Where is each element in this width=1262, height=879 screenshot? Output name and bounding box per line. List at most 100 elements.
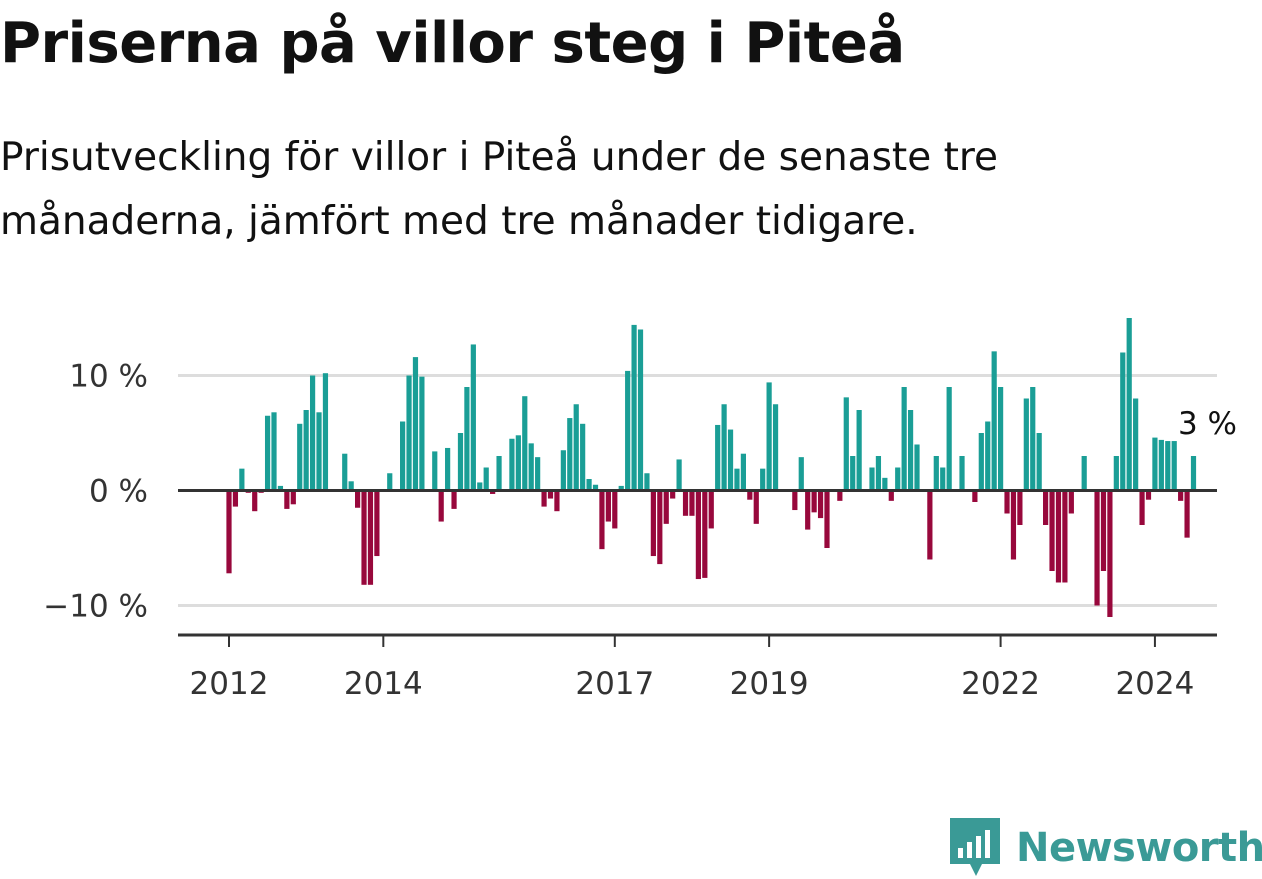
bar (374, 490, 380, 557)
x-tick-label: 2014 (344, 666, 423, 702)
bar (637, 329, 644, 491)
bar (592, 484, 599, 491)
bar (400, 421, 406, 491)
bar (734, 468, 740, 491)
bar-layer (226, 318, 1197, 617)
bar (554, 490, 560, 512)
bar (850, 456, 856, 491)
y-tick-label: 10 % (69, 359, 148, 395)
bar (805, 490, 811, 530)
bar (959, 456, 965, 491)
bar (998, 387, 1004, 491)
bar (309, 375, 316, 491)
bar (535, 457, 541, 491)
bar (226, 490, 232, 574)
bar (972, 490, 978, 502)
x-tick-label: 2022 (961, 666, 1040, 702)
bar (1113, 456, 1119, 491)
y-tick-label: 0 % (89, 474, 148, 510)
bar (284, 490, 290, 509)
x-tick-label: 2017 (575, 666, 654, 702)
bar (1036, 433, 1042, 491)
bar (1133, 398, 1139, 491)
bar (843, 397, 849, 491)
bar (1030, 387, 1036, 491)
bar (985, 421, 991, 491)
bar (322, 373, 329, 491)
bar (496, 456, 502, 491)
bar (753, 490, 759, 524)
bar (895, 467, 901, 491)
bar (580, 423, 586, 491)
bar (933, 456, 939, 491)
bar (451, 490, 457, 509)
label-layer: 10 % 0 % −10 % 2012 2014 2017 2019 2022 2024 3 % (43, 359, 1237, 703)
bar (290, 490, 296, 505)
bar (760, 468, 766, 491)
bar (811, 490, 817, 513)
bar (342, 453, 348, 491)
bar (541, 490, 547, 507)
grid-layer (178, 374, 1217, 607)
bar (1171, 441, 1177, 491)
bar (1107, 490, 1113, 617)
bar (560, 450, 566, 491)
bar (1126, 318, 1132, 491)
bar (798, 457, 804, 491)
y-tick-label: −10 % (43, 589, 148, 625)
bar (1023, 398, 1029, 491)
bar (457, 433, 464, 491)
bar (978, 433, 984, 491)
bar (297, 423, 303, 491)
bar (1100, 490, 1107, 571)
bar (612, 490, 618, 529)
bar (914, 444, 920, 491)
bar (419, 376, 425, 491)
bar (695, 490, 701, 580)
bar (817, 490, 824, 519)
bar (689, 490, 695, 516)
bar (445, 447, 451, 491)
bar (650, 490, 656, 557)
bar (605, 490, 611, 522)
bar (682, 490, 689, 516)
bar (239, 468, 245, 491)
bar (663, 490, 669, 524)
bar (1120, 352, 1126, 491)
bar (1145, 490, 1152, 500)
bar (721, 404, 727, 491)
bar (348, 481, 354, 491)
bar (792, 490, 798, 511)
bar (824, 490, 830, 548)
axis-layer (178, 489, 1217, 647)
bar (1049, 490, 1055, 571)
bar (522, 396, 528, 491)
bar (1068, 490, 1074, 514)
bar (355, 490, 361, 508)
bar (625, 370, 631, 491)
bar (477, 482, 483, 491)
bar (515, 435, 521, 491)
bar (882, 477, 888, 491)
chart-subtitle: Prisutveckling för villor i Piteå under … (0, 135, 999, 244)
bar (1152, 437, 1158, 491)
x-tick-label: 2012 (190, 666, 269, 702)
bar (991, 351, 997, 491)
bar (727, 429, 734, 491)
bar (644, 473, 650, 491)
bar (464, 387, 470, 491)
bar (1158, 439, 1164, 491)
bar (657, 490, 663, 565)
bar (747, 490, 753, 500)
bar (1184, 490, 1190, 538)
bar (528, 443, 534, 491)
bar (618, 485, 624, 491)
bar (1055, 490, 1062, 583)
chart-title: Priserna på villor steg i Piteå (0, 11, 905, 76)
bar (1165, 441, 1171, 491)
bar (901, 387, 907, 491)
bar (303, 410, 309, 491)
bar (1017, 490, 1023, 525)
bar (702, 490, 708, 578)
